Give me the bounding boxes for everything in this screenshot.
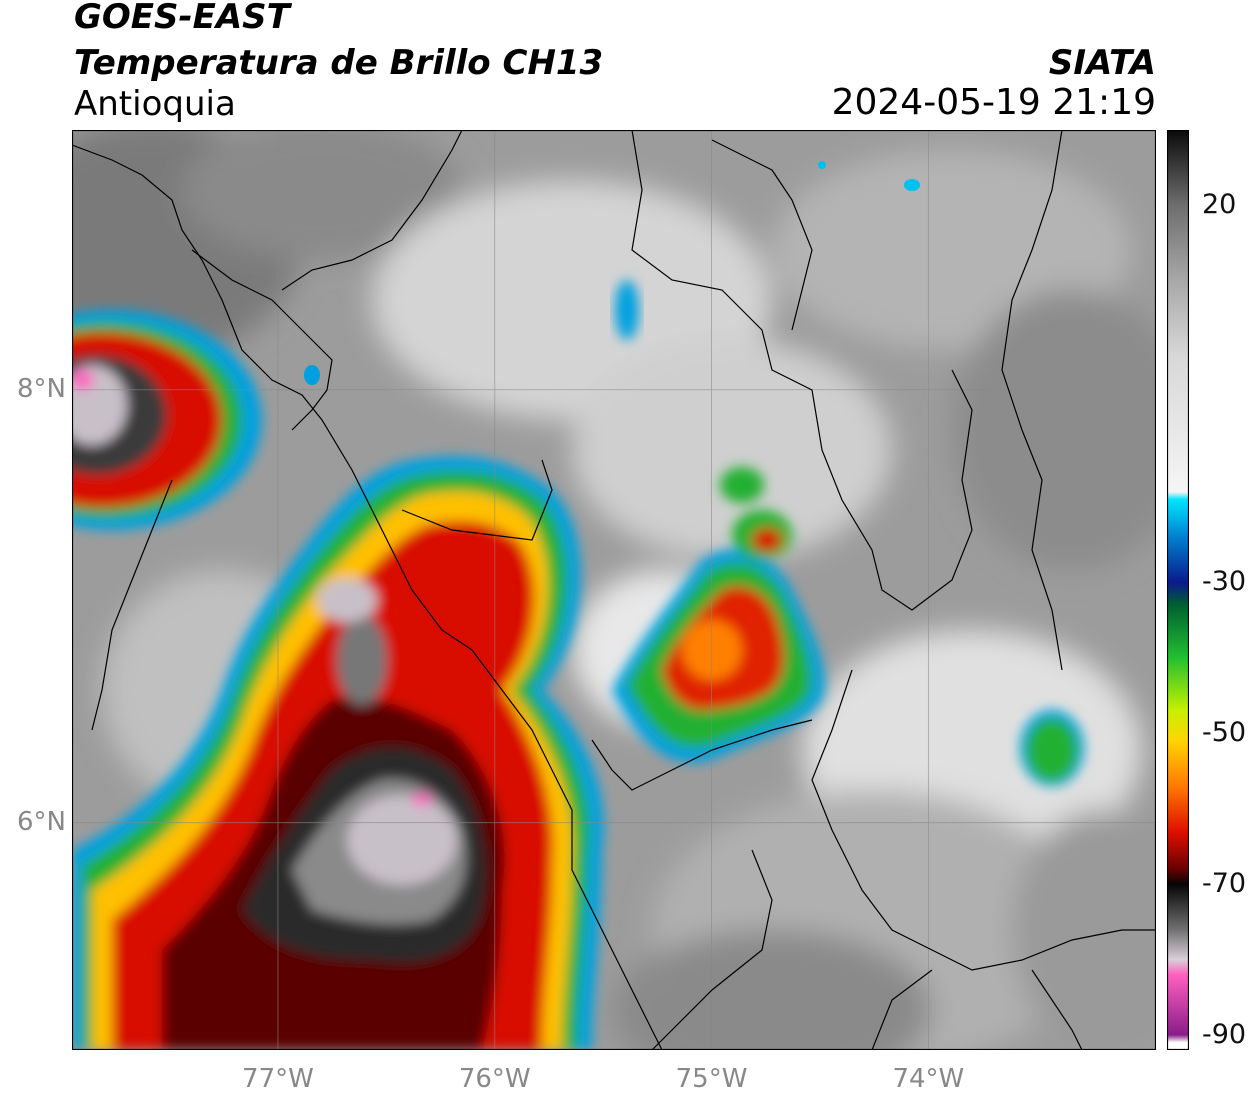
department-boundary-10 (591, 719, 813, 791)
map-frame (72, 130, 1156, 1050)
colorbar-tick-label: -90 (1202, 1018, 1247, 1050)
lon-tick-label: 74°W (892, 1064, 965, 1094)
datetime-label: 2024-05-19 21:19 (831, 82, 1156, 123)
department-boundary-3 (711, 139, 813, 331)
department-boundary-2 (631, 130, 973, 611)
storm-main (72, 456, 604, 1050)
region-label: Antioquia (74, 84, 236, 124)
colorbar-tick-label: -70 (1202, 868, 1247, 900)
map-gridlines (72, 130, 1156, 1050)
department-boundary-1 (401, 459, 553, 541)
department-boundary-5 (811, 669, 1156, 971)
colorbar-tick-label: -30 (1202, 566, 1247, 598)
colorbar-gradient (1167, 130, 1189, 1050)
colorbar (1167, 130, 1189, 1050)
department-boundary-6 (651, 849, 773, 1050)
coastline-boundary (72, 144, 663, 1050)
department-boundary-9 (91, 479, 173, 731)
lon-tick-label: 77°W (242, 1064, 314, 1094)
lat-tick-label: 8°N (17, 373, 66, 404)
colorbar-tick-label: -50 (1202, 717, 1247, 749)
colorbar-tick-label: 20 (1202, 189, 1237, 221)
department-boundary-4 (1001, 130, 1063, 671)
storm-northwest (72, 310, 262, 530)
coast-north (281, 130, 463, 291)
storm-central-east (612, 467, 825, 763)
department-boundary-8 (1031, 969, 1083, 1050)
lat-tick-label: 6°N (17, 806, 66, 837)
gulf-coast (191, 249, 333, 431)
lon-tick-label: 75°W (675, 1064, 748, 1094)
department-boundary-7 (871, 969, 933, 1050)
storm-east (1020, 710, 1084, 786)
lon-tick-label: 76°W (458, 1064, 531, 1094)
map-panel (72, 130, 1156, 1050)
boundary-lines (72, 130, 1156, 1050)
cloud-texture (72, 130, 1156, 1050)
small-cells (304, 161, 920, 385)
satellite-title: GOES-EAST (74, 0, 290, 37)
product-title: Temperatura de Brillo CH13 (74, 43, 604, 83)
agency-label: SIATA (1048, 43, 1156, 83)
colorbar-frame (1167, 130, 1189, 1050)
brightness-temperature-map (72, 130, 1156, 1050)
